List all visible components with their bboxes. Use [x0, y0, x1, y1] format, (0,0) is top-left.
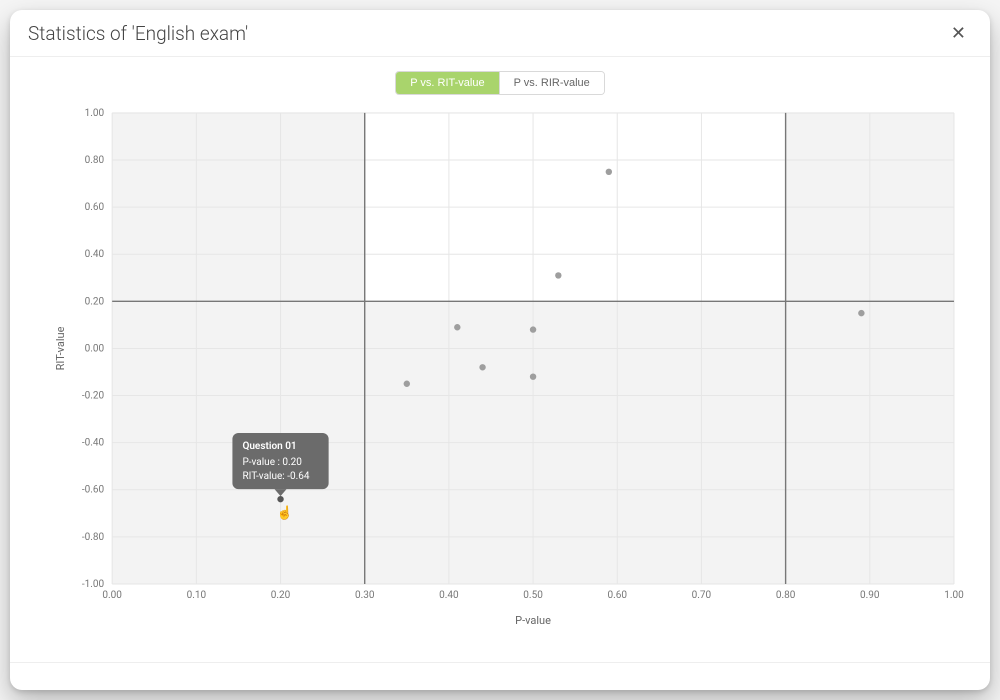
- svg-text:-0.20: -0.20: [82, 391, 105, 402]
- svg-text:0.00: 0.00: [102, 590, 122, 601]
- data-point[interactable]: [277, 496, 283, 502]
- svg-text:-1.00: -1.00: [82, 579, 105, 590]
- data-point[interactable]: [530, 326, 536, 332]
- svg-text:0.00: 0.00: [85, 343, 105, 354]
- y-axis-label: RIT-value: [54, 326, 67, 370]
- svg-text:0.80: 0.80: [85, 155, 105, 166]
- tooltip-line: RIT-value: -0.64: [242, 471, 309, 482]
- x-axis-label: P-value: [515, 614, 551, 627]
- modal-title: Statistics of 'English exam': [28, 22, 248, 45]
- svg-text:-0.60: -0.60: [82, 485, 105, 496]
- modal-footer: [10, 662, 990, 690]
- svg-text:0.60: 0.60: [607, 590, 627, 601]
- close-button[interactable]: ✕: [945, 20, 972, 46]
- svg-text:0.30: 0.30: [355, 590, 375, 601]
- svg-text:0.20: 0.20: [85, 296, 105, 307]
- tabs-row: P vs. RIT-valueP vs. RIR-value: [10, 57, 990, 103]
- statistics-modal: Statistics of 'English exam' ✕ P vs. RIT…: [10, 10, 990, 690]
- svg-text:0.50: 0.50: [523, 590, 543, 601]
- data-point[interactable]: [454, 324, 460, 330]
- data-point[interactable]: [530, 373, 536, 379]
- svg-text:-0.80: -0.80: [82, 532, 105, 543]
- svg-text:0.40: 0.40: [439, 590, 459, 601]
- scatter-chart: 0.00 0.10 0.20 0.30 0.40 0.50 0.60 0.70 0.80 0.90…: [34, 103, 966, 648]
- svg-text:0.80: 0.80: [776, 590, 796, 601]
- svg-text:0.20: 0.20: [271, 590, 291, 601]
- svg-text:1.00: 1.00: [944, 590, 964, 601]
- svg-text:0.10: 0.10: [187, 590, 207, 601]
- tooltip-line: P-value : 0.20: [242, 457, 302, 468]
- svg-text:0.90: 0.90: [860, 590, 880, 601]
- tab-group: P vs. RIT-valueP vs. RIR-value: [395, 71, 605, 95]
- tooltip-title: Question 01: [242, 441, 296, 452]
- data-point[interactable]: [479, 364, 485, 370]
- svg-text:1.00: 1.00: [85, 108, 105, 119]
- data-point[interactable]: [555, 272, 561, 278]
- svg-text:-0.40: -0.40: [82, 438, 105, 449]
- data-point[interactable]: [858, 310, 864, 316]
- tab-p-vs-rir-value[interactable]: P vs. RIR-value: [499, 72, 604, 94]
- chart-area: 0.00 0.10 0.20 0.30 0.40 0.50 0.60 0.70 0.80 0.90…: [10, 103, 990, 662]
- tooltip: Question 01 P-value : 0.20 RIT-value: -0.6…: [232, 433, 328, 496]
- data-point[interactable]: [606, 169, 612, 175]
- cursor-icon: ☝: [277, 504, 293, 521]
- svg-text:0.60: 0.60: [85, 202, 105, 213]
- svg-text:0.40: 0.40: [85, 249, 105, 260]
- modal-header: Statistics of 'English exam' ✕: [10, 10, 990, 57]
- tab-p-vs-rit-value[interactable]: P vs. RIT-value: [396, 72, 498, 94]
- data-point[interactable]: [404, 381, 410, 387]
- svg-text:0.70: 0.70: [692, 590, 712, 601]
